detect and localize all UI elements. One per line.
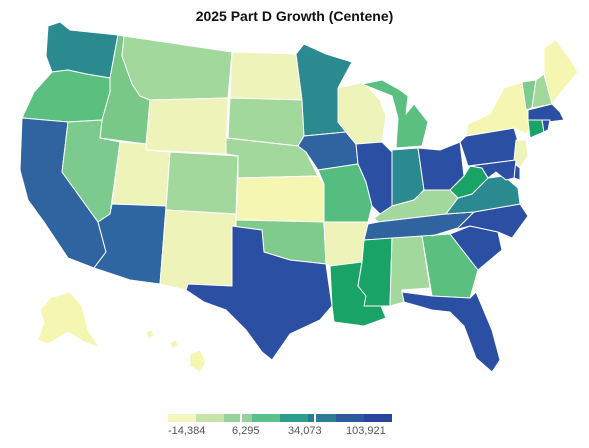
color-legend: -14,384 6,295 34,073 103,921 [168,414,392,444]
state-WA[interactable] [45,21,119,79]
state-GA[interactable] [421,233,479,299]
state-WY[interactable] [145,97,229,155]
state-CO[interactable] [165,151,239,215]
legend-color-bar [168,414,392,422]
state-AR[interactable] [323,221,369,267]
legend-label-min: -14,384 [168,425,206,437]
state-ME[interactable] [543,39,579,105]
state-UT[interactable] [111,141,171,207]
legend-swatch [252,414,280,422]
state-HI[interactable] [145,329,207,373]
state-FL[interactable] [401,291,501,373]
state-TX[interactable] [185,225,333,361]
state-SD[interactable] [227,97,305,147]
state-NM[interactable] [159,209,237,291]
state-MD[interactable] [469,159,517,181]
legend-swatch [196,414,224,422]
state-NC[interactable] [431,203,529,239]
legend-swatch [224,414,252,422]
state-AK[interactable] [37,291,101,349]
legend-label-low: 6,295 [232,425,260,437]
state-OR[interactable] [21,69,111,123]
legend-label-mid: 34,073 [288,425,322,437]
state-KS[interactable] [235,175,325,223]
legend-swatch [280,414,308,422]
state-MT[interactable] [121,35,233,101]
state-NJ[interactable] [513,139,529,169]
legend-swatch [168,414,196,422]
legend-swatch [364,414,392,422]
legend-swatch [308,414,336,422]
map-title: 2025 Part D Growth (Centene) [195,8,394,24]
state-RI[interactable] [541,119,551,133]
state-ND[interactable] [229,51,303,101]
states-layer [19,21,579,373]
legend-swatch [336,414,364,422]
state-CT[interactable] [527,119,545,139]
state-NY[interactable] [465,81,531,137]
legend-separator [314,414,316,422]
legend-label-max: 103,921 [346,425,386,437]
legend-separator [240,414,242,422]
state-MI[interactable] [361,79,429,149]
